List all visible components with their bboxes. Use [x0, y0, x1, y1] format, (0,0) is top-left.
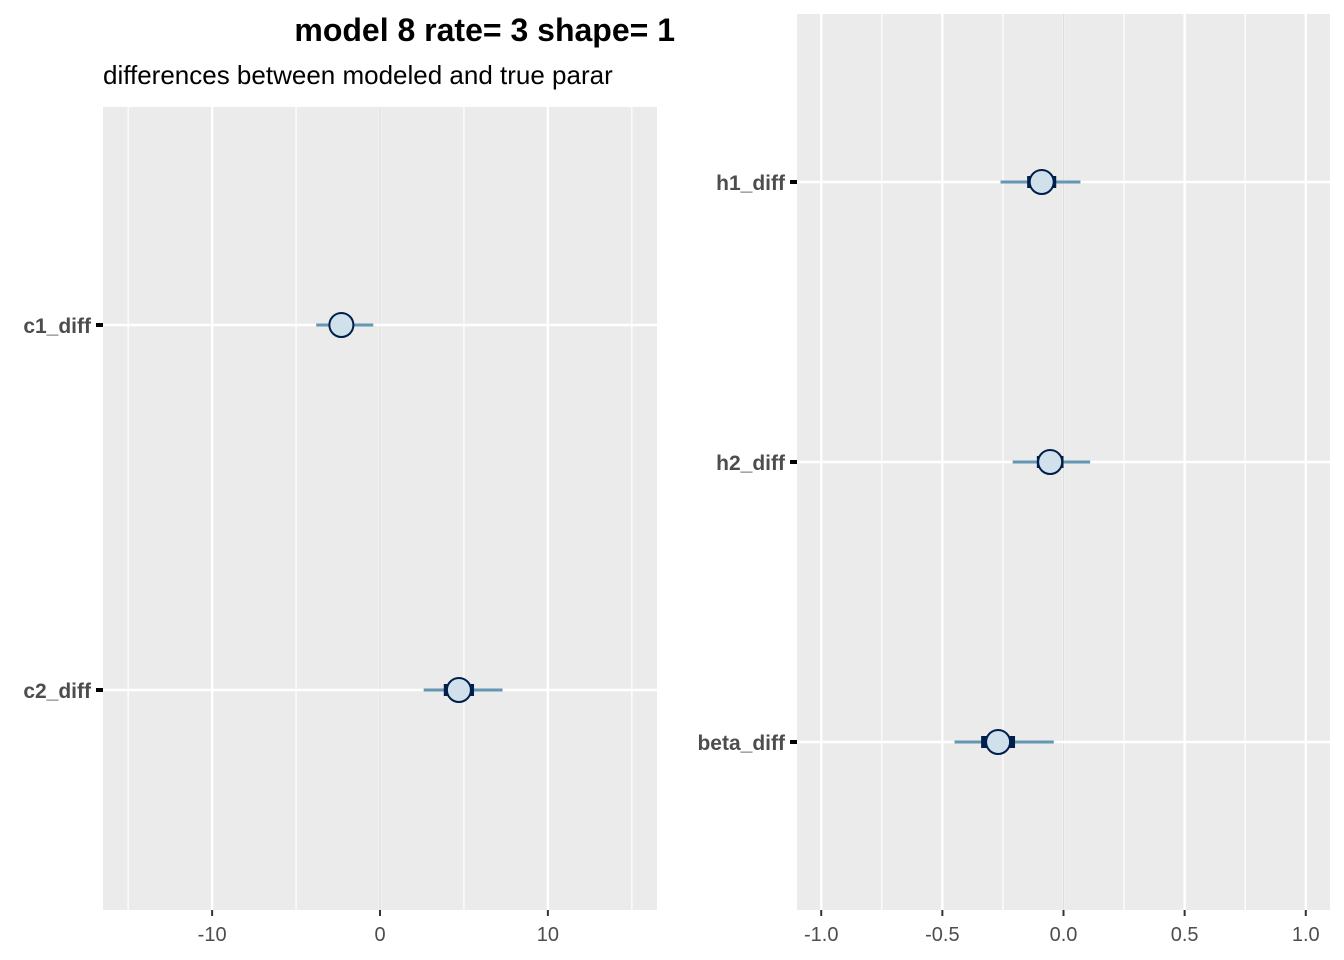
- chart-title: model 8 rate= 3 shape= 1: [294, 12, 675, 48]
- x-tick-label: -10: [198, 924, 227, 946]
- point-estimate-beta_diff: [985, 729, 1012, 755]
- point-estimate-c1_diff: [328, 312, 355, 338]
- x-tick-label: -0.5: [925, 924, 959, 946]
- x-tick-label: -1.0: [804, 924, 838, 946]
- x-tick-label: 0: [374, 924, 385, 946]
- y-tick-label-c2_diff: c2_diff: [23, 680, 92, 703]
- x-tick-label: 0.0: [1050, 924, 1078, 946]
- left-panel: -10 0 10 c1_diff c2_diff: [23, 107, 657, 946]
- point-estimate-h1_diff: [1028, 169, 1055, 195]
- y-tick-label-h2_diff: h2_diff: [716, 452, 786, 475]
- chart-subtitle: differences between modeled and true par…: [103, 60, 613, 90]
- x-tick-label: 0.5: [1171, 924, 1199, 946]
- point-estimate-h2_diff: [1037, 449, 1064, 475]
- x-tick-label: 10: [537, 924, 559, 946]
- x-tick-label: 1.0: [1292, 924, 1320, 946]
- right-panel: -1.0 -0.5 0.0 0.5 1.0 h1_diff h2_diff beta_diff: [697, 14, 1330, 946]
- y-tick-label-beta_diff: beta_diff: [697, 732, 786, 755]
- y-tick-label-h1_diff: h1_diff: [716, 172, 786, 195]
- point-estimate-c2_diff: [445, 677, 472, 703]
- y-tick-label-c1_diff: c1_diff: [23, 315, 92, 338]
